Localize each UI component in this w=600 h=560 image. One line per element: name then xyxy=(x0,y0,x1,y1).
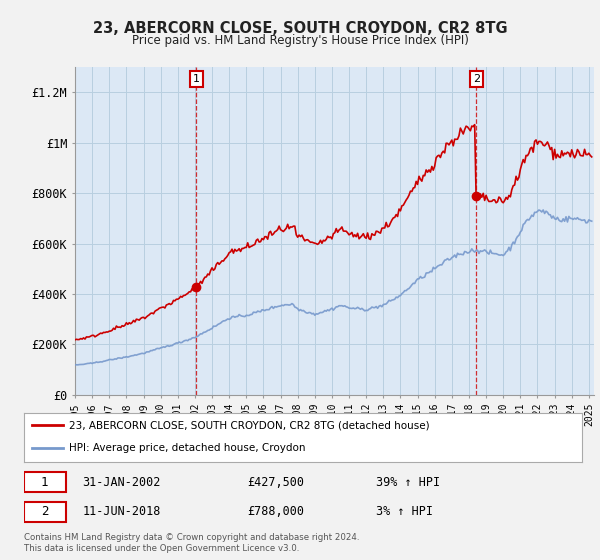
Text: 1: 1 xyxy=(41,475,49,489)
Text: 39% ↑ HPI: 39% ↑ HPI xyxy=(376,475,440,489)
Text: 23, ABERCORN CLOSE, SOUTH CROYDON, CR2 8TG: 23, ABERCORN CLOSE, SOUTH CROYDON, CR2 8… xyxy=(92,21,508,36)
Text: Price paid vs. HM Land Registry's House Price Index (HPI): Price paid vs. HM Land Registry's House … xyxy=(131,34,469,46)
Text: 3% ↑ HPI: 3% ↑ HPI xyxy=(376,505,433,518)
Text: 31-JAN-2002: 31-JAN-2002 xyxy=(83,475,161,489)
Text: 11-JUN-2018: 11-JUN-2018 xyxy=(83,505,161,518)
FancyBboxPatch shape xyxy=(24,502,66,522)
Text: Contains HM Land Registry data © Crown copyright and database right 2024.
This d: Contains HM Land Registry data © Crown c… xyxy=(24,533,359,553)
Text: 2: 2 xyxy=(41,505,49,518)
FancyBboxPatch shape xyxy=(24,472,66,492)
Text: £788,000: £788,000 xyxy=(247,505,304,518)
Text: 23, ABERCORN CLOSE, SOUTH CROYDON, CR2 8TG (detached house): 23, ABERCORN CLOSE, SOUTH CROYDON, CR2 8… xyxy=(68,420,429,430)
Text: £427,500: £427,500 xyxy=(247,475,304,489)
Text: HPI: Average price, detached house, Croydon: HPI: Average price, detached house, Croy… xyxy=(68,443,305,453)
Text: 1: 1 xyxy=(193,74,200,84)
Text: 2: 2 xyxy=(473,74,480,84)
